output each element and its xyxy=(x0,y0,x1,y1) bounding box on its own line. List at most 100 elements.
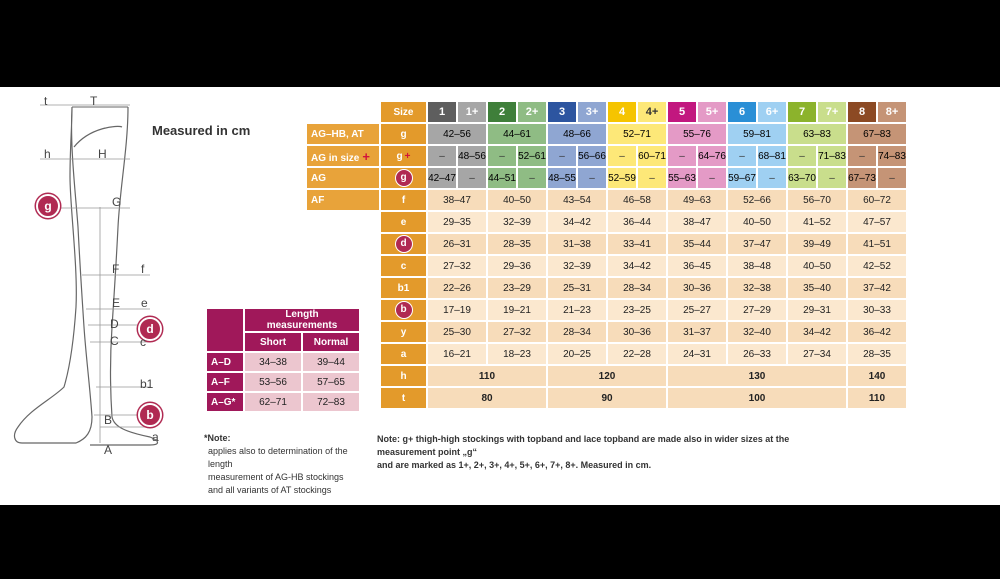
size-value: 35–44 xyxy=(668,234,726,254)
size-value: 67–83 xyxy=(848,124,906,144)
length-normal-value: 39–44 xyxy=(303,353,359,371)
size-row: e 29–35 32–39 34–42 36–44 38–47 40–50 41–52 47–5… xyxy=(307,212,906,232)
size-number: 6 xyxy=(728,102,756,122)
size-value: 30–33 xyxy=(848,300,906,320)
point-a-label: a xyxy=(152,430,159,444)
size-plus-number: 3+ xyxy=(578,102,606,122)
row-code-text: g xyxy=(396,150,403,162)
size-value: 63–70 xyxy=(788,168,816,188)
row-code: b1 xyxy=(381,278,426,298)
size-value: 48–56 xyxy=(458,146,486,166)
size-value: 41–52 xyxy=(788,212,846,232)
size-dash: – xyxy=(458,168,486,188)
header-blank xyxy=(307,102,379,122)
size-value: 32–39 xyxy=(488,212,546,232)
size-value: 41–51 xyxy=(848,234,906,254)
length-row-label: A–D xyxy=(207,353,243,371)
size-header-row: Size 1 1+ 2 2+ 3 3+ 4 4+ 5 5+ 6 6+ 7 7+ 8 8+ xyxy=(307,102,906,122)
size-table-note: Note: g+ thigh-high stockings with topba… xyxy=(377,433,847,472)
size-value: 34–42 xyxy=(608,256,666,276)
size-value: 28–35 xyxy=(848,344,906,364)
size-dash: – xyxy=(518,168,546,188)
size-group-value: 110 xyxy=(428,366,546,386)
length-short-value: 62–71 xyxy=(245,393,301,411)
size-value: 42–56 xyxy=(428,124,486,144)
length-table-corner xyxy=(207,309,243,351)
row-label: AF xyxy=(307,190,379,210)
size-value: 24–31 xyxy=(668,344,726,364)
row-label: AG in size + xyxy=(307,146,379,166)
size-value: 48–66 xyxy=(548,124,606,144)
point-B-label: B xyxy=(104,413,113,427)
size-value: 52–61 xyxy=(518,146,546,166)
size-row-ag-in-size: AG in size + g + –48–56–52–61–56–66–60–71–64… xyxy=(307,146,906,166)
size-value: 71–83 xyxy=(818,146,846,166)
size-value: 56–66 xyxy=(578,146,606,166)
size-value: 27–34 xyxy=(788,344,846,364)
size-plus-number: 1+ xyxy=(458,102,486,122)
size-value: 38–47 xyxy=(668,212,726,232)
size-value: 28–35 xyxy=(488,234,546,254)
size-value: 26–33 xyxy=(728,344,786,364)
point-F-label: F xyxy=(112,262,120,276)
size-value: 52–66 xyxy=(728,190,786,210)
size-label: Size xyxy=(381,102,426,122)
size-value: 63–83 xyxy=(788,124,846,144)
size-plus-number: 8+ xyxy=(878,102,906,122)
size-value: 40–50 xyxy=(788,256,846,276)
size-dash: – xyxy=(698,168,726,188)
size-value: 39–49 xyxy=(788,234,846,254)
size-value: 38–47 xyxy=(428,190,486,210)
row-code: f xyxy=(381,190,426,210)
size-value: 74–83 xyxy=(878,146,906,166)
size-plus-number: 2+ xyxy=(518,102,546,122)
leg-diagram xyxy=(13,104,159,446)
size-value: 25–30 xyxy=(428,322,486,342)
size-value: 25–31 xyxy=(548,278,606,298)
point-b-marker: b xyxy=(138,403,162,427)
size-dash: – xyxy=(848,146,876,166)
size-value: 28–34 xyxy=(548,322,606,342)
row-label xyxy=(307,256,379,276)
size-value: 49–63 xyxy=(668,190,726,210)
size-row-t: t 80 90 100 110 xyxy=(307,388,906,408)
row-code: h xyxy=(381,366,426,386)
size-row-ag-hb: AG–HB, AT g 42–56 44–61 48–66 52–71 55–76 59–81… xyxy=(307,124,906,144)
length-row: A–F 53–56 57–65 xyxy=(207,373,359,391)
size-value: 60–72 xyxy=(848,190,906,210)
size-value: 40–50 xyxy=(488,190,546,210)
size-group-value: 110 xyxy=(848,388,906,408)
size-value: 22–28 xyxy=(608,344,666,364)
size-value: 68–81 xyxy=(758,146,786,166)
code-circle: b xyxy=(394,301,413,319)
size-table: Size 1 1+ 2 2+ 3 3+ 4 4+ 5 5+ 6 6+ 7 7+ 8 8+ AG–HB, AT g 42… xyxy=(305,100,908,410)
size-value: 33–41 xyxy=(608,234,666,254)
size-dash: – xyxy=(488,146,516,166)
size-value: 23–29 xyxy=(488,278,546,298)
size-value: 55–63 xyxy=(668,168,696,188)
size-row-ag: AG g 42–47–44–51–48–55–52–59–55–63–59–67–6… xyxy=(307,168,906,188)
size-value: 27–32 xyxy=(428,256,486,276)
point-C-label: C xyxy=(110,334,119,348)
length-col-short: Short xyxy=(245,333,301,351)
row-label xyxy=(307,300,379,320)
size-value: 48–55 xyxy=(548,168,576,188)
row-code: y xyxy=(381,322,426,342)
size-dash: – xyxy=(728,146,756,166)
size-value: 56–70 xyxy=(788,190,846,210)
length-col-normal: Normal xyxy=(303,333,359,351)
size-value: 18–23 xyxy=(488,344,546,364)
point-H-label: H xyxy=(98,147,107,161)
point-e-label: e xyxy=(141,296,148,310)
size-number: 1 xyxy=(428,102,456,122)
size-chart-sheet: Measured in cm t T h H g G F f E e D d C… xyxy=(0,87,1000,505)
row-label xyxy=(307,344,379,364)
row-label xyxy=(307,234,379,254)
row-code: d xyxy=(381,234,426,254)
length-normal-value: 72–83 xyxy=(303,393,359,411)
row-label: AG xyxy=(307,168,379,188)
row-label xyxy=(307,388,379,408)
row-code: a xyxy=(381,344,426,364)
point-g-marker: g xyxy=(36,194,60,218)
size-row: y 25–30 27–32 28–34 30–36 31–37 32–40 34–42 36–4… xyxy=(307,322,906,342)
